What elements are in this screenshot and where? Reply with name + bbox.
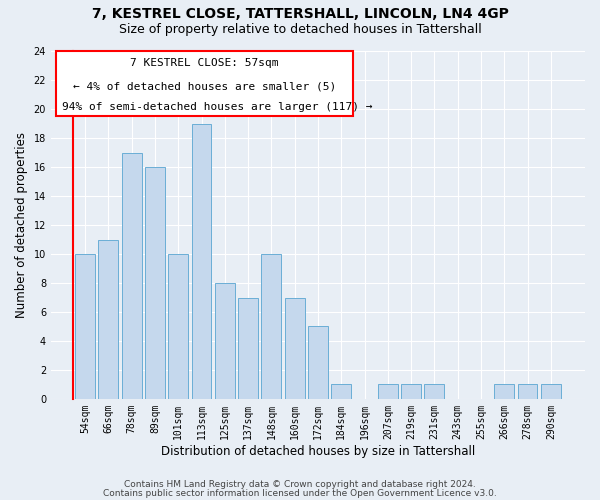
Text: ← 4% of detached houses are smaller (5): ← 4% of detached houses are smaller (5) xyxy=(73,81,336,91)
Y-axis label: Number of detached properties: Number of detached properties xyxy=(15,132,28,318)
Text: 7, KESTREL CLOSE, TATTERSHALL, LINCOLN, LN4 4GP: 7, KESTREL CLOSE, TATTERSHALL, LINCOLN, … xyxy=(92,8,508,22)
Bar xyxy=(238,298,258,399)
Text: Contains public sector information licensed under the Open Government Licence v3: Contains public sector information licen… xyxy=(103,488,497,498)
Bar xyxy=(424,384,444,399)
Bar xyxy=(494,384,514,399)
Bar xyxy=(285,298,305,399)
Bar xyxy=(518,384,538,399)
Bar xyxy=(308,326,328,399)
Bar xyxy=(191,124,211,399)
Bar xyxy=(169,254,188,399)
Bar xyxy=(75,254,95,399)
Bar xyxy=(541,384,561,399)
Bar xyxy=(262,254,281,399)
Bar xyxy=(122,153,142,399)
Bar xyxy=(378,384,398,399)
Text: 7 KESTREL CLOSE: 57sqm: 7 KESTREL CLOSE: 57sqm xyxy=(130,58,279,68)
Bar xyxy=(401,384,421,399)
Bar xyxy=(98,240,118,399)
Text: Size of property relative to detached houses in Tattershall: Size of property relative to detached ho… xyxy=(119,22,481,36)
Bar xyxy=(331,384,351,399)
X-axis label: Distribution of detached houses by size in Tattershall: Distribution of detached houses by size … xyxy=(161,444,475,458)
Text: 94% of semi-detached houses are larger (117) →: 94% of semi-detached houses are larger (… xyxy=(62,102,372,112)
FancyBboxPatch shape xyxy=(56,52,353,116)
Text: Contains HM Land Registry data © Crown copyright and database right 2024.: Contains HM Land Registry data © Crown c… xyxy=(124,480,476,489)
Bar xyxy=(215,283,235,399)
Bar xyxy=(145,168,165,399)
